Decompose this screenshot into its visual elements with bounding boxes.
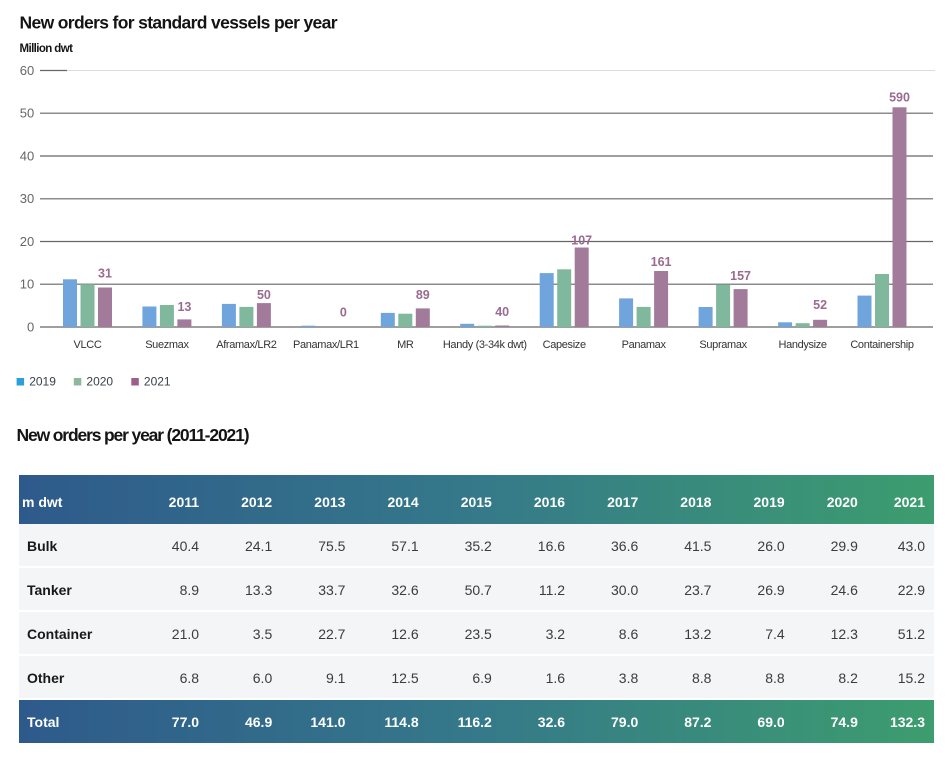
- svg-text:2019: 2019: [29, 375, 56, 389]
- svg-text:157: 157: [730, 269, 751, 283]
- svg-text:50: 50: [257, 288, 271, 302]
- svg-text:2020: 2020: [86, 375, 113, 389]
- svg-text:Aframax/LR2: Aframax/LR2: [216, 339, 277, 351]
- svg-text:10: 10: [20, 277, 34, 292]
- svg-text:New orders for standard vessel: New orders for standard vessels per year: [20, 12, 338, 32]
- svg-text:Containership: Containership: [850, 339, 914, 351]
- svg-text:2021: 2021: [144, 375, 171, 389]
- svg-text:161: 161: [651, 255, 672, 269]
- svg-text:MR: MR: [397, 339, 414, 351]
- svg-text:20: 20: [20, 234, 34, 249]
- svg-text:Handy (3-34k dwt): Handy (3-34k dwt): [443, 339, 527, 351]
- svg-text:60: 60: [20, 63, 34, 78]
- svg-text:40: 40: [20, 148, 34, 163]
- svg-text:31: 31: [98, 267, 112, 281]
- svg-text:Suezmax: Suezmax: [145, 339, 189, 351]
- svg-text:Panamax/LR1: Panamax/LR1: [293, 339, 359, 351]
- svg-text:13: 13: [177, 300, 191, 314]
- svg-text:VLCC: VLCC: [74, 339, 102, 351]
- svg-text:52: 52: [813, 298, 827, 312]
- svg-text:Handysize: Handysize: [778, 339, 826, 351]
- svg-text:0: 0: [340, 306, 347, 320]
- svg-text:30: 30: [20, 191, 34, 206]
- svg-text:0: 0: [27, 319, 34, 334]
- svg-text:Capesize: Capesize: [543, 339, 586, 351]
- svg-text:50: 50: [20, 106, 34, 121]
- svg-text:107: 107: [571, 233, 592, 247]
- svg-text:89: 89: [416, 288, 430, 302]
- svg-text:40: 40: [495, 305, 509, 319]
- svg-text:Panamax: Panamax: [622, 339, 667, 351]
- svg-text:Supramax: Supramax: [699, 339, 747, 351]
- svg-text:590: 590: [889, 90, 910, 104]
- svg-text:Million dwt: Million dwt: [20, 43, 74, 55]
